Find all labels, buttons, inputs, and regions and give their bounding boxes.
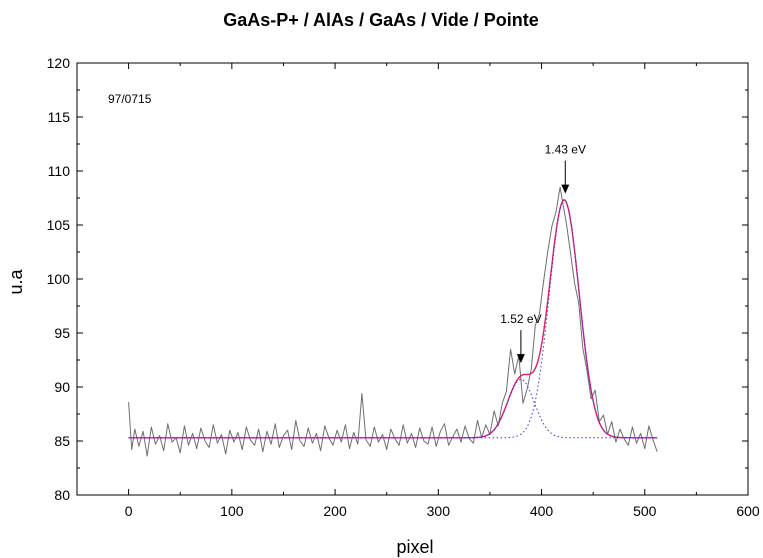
plot-frame [76, 62, 749, 496]
x-tick-label: 0 [125, 503, 133, 519]
series-component-line-2 [128, 199, 658, 439]
x-tick-label: 400 [530, 503, 554, 519]
x-tick-label: 100 [220, 503, 244, 519]
y-tick-label: 90 [54, 379, 70, 395]
sample-label: 97/0715 [108, 92, 152, 106]
x-axis-label: pixel [396, 537, 433, 557]
annotation-arrow-head-0 [561, 184, 570, 194]
y-axis-label: u.a [6, 269, 26, 295]
annotation-arrow-head-1 [516, 354, 525, 364]
x-tick-label: 600 [736, 503, 760, 519]
y-tick-label: 100 [47, 271, 71, 287]
x-axis-ticks: 0 100 200 300 400 500 600 [125, 63, 760, 519]
y-tick-label: 120 [47, 55, 71, 71]
y-tick-label: 80 [54, 487, 70, 503]
series-raw-line-0 [128, 186, 658, 457]
y-axis-ticks: 80 85 90 95 100 105 110 115 120 [47, 55, 748, 503]
series-layer [128, 186, 658, 457]
annotations: 1.43 eV 1.52 eV [500, 143, 586, 364]
annotation-label-1: 1.52 eV [500, 312, 541, 326]
series-fit-line-1 [128, 199, 658, 439]
x-tick-label: 200 [323, 503, 347, 519]
y-tick-label: 85 [54, 433, 70, 449]
y-tick-label: 95 [54, 325, 70, 341]
x-tick-label: 500 [633, 503, 657, 519]
y-tick-label: 105 [47, 217, 71, 233]
y-tick-label: 110 [48, 163, 71, 179]
y-tick-label: 115 [48, 109, 71, 125]
chart-title: GaAs-P+ / AlAs / GaAs / Vide / Pointe [223, 10, 539, 30]
plot-area [76, 62, 749, 496]
series-component-line-3 [128, 378, 658, 439]
x-tick-label: 300 [427, 503, 451, 519]
annotation-label-0: 1.43 eV [545, 143, 586, 157]
